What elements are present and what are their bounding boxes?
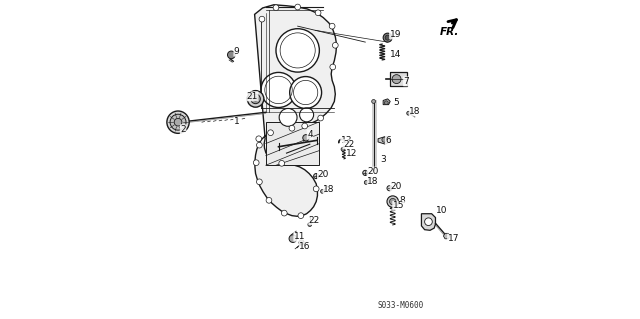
- Text: 18: 18: [323, 185, 335, 194]
- Circle shape: [259, 16, 265, 22]
- Circle shape: [387, 186, 392, 191]
- Circle shape: [261, 72, 296, 108]
- Circle shape: [295, 4, 301, 10]
- Circle shape: [279, 108, 297, 126]
- Text: 22: 22: [343, 140, 354, 149]
- Circle shape: [424, 218, 432, 226]
- Text: 9: 9: [234, 47, 239, 56]
- Circle shape: [279, 160, 285, 166]
- Text: 15: 15: [393, 201, 404, 210]
- Circle shape: [314, 186, 319, 192]
- Circle shape: [341, 147, 345, 151]
- Text: 3: 3: [380, 155, 386, 164]
- Circle shape: [316, 10, 321, 16]
- Text: 4: 4: [307, 130, 313, 139]
- Circle shape: [167, 111, 189, 133]
- Circle shape: [257, 179, 262, 185]
- Circle shape: [290, 77, 321, 108]
- Circle shape: [444, 234, 449, 239]
- Text: S033-M0600: S033-M0600: [378, 301, 424, 310]
- Polygon shape: [444, 233, 450, 239]
- Circle shape: [387, 196, 399, 207]
- Circle shape: [227, 51, 235, 59]
- FancyBboxPatch shape: [390, 72, 407, 86]
- Circle shape: [253, 160, 259, 166]
- Circle shape: [276, 29, 319, 72]
- Circle shape: [289, 235, 297, 242]
- Circle shape: [372, 100, 376, 103]
- Text: 18: 18: [367, 177, 379, 186]
- Circle shape: [268, 130, 273, 136]
- Circle shape: [363, 170, 368, 175]
- Circle shape: [273, 5, 279, 11]
- Text: 10: 10: [435, 206, 447, 215]
- Circle shape: [382, 137, 387, 142]
- Circle shape: [364, 181, 368, 184]
- Circle shape: [251, 94, 260, 104]
- Circle shape: [383, 33, 392, 42]
- Text: 19: 19: [390, 30, 401, 39]
- Polygon shape: [255, 5, 337, 216]
- Text: 13: 13: [340, 137, 352, 145]
- Circle shape: [392, 75, 401, 84]
- Text: 1: 1: [234, 117, 239, 126]
- Text: 5: 5: [394, 98, 399, 107]
- Text: 11: 11: [294, 232, 305, 241]
- Circle shape: [385, 35, 390, 40]
- Circle shape: [332, 42, 338, 48]
- Circle shape: [321, 189, 324, 193]
- Circle shape: [247, 91, 264, 107]
- Text: 18: 18: [410, 107, 421, 116]
- Circle shape: [282, 210, 287, 216]
- Circle shape: [266, 197, 272, 203]
- Circle shape: [308, 223, 312, 226]
- Text: 2: 2: [180, 125, 186, 134]
- Polygon shape: [383, 99, 390, 105]
- Circle shape: [174, 118, 182, 126]
- Text: 20: 20: [317, 170, 329, 179]
- Circle shape: [314, 174, 319, 179]
- Circle shape: [330, 64, 335, 70]
- Text: 6: 6: [385, 136, 391, 145]
- Circle shape: [303, 135, 309, 141]
- Circle shape: [299, 240, 304, 245]
- Text: 14: 14: [390, 50, 401, 59]
- Circle shape: [170, 114, 186, 130]
- Circle shape: [300, 108, 314, 122]
- Polygon shape: [266, 122, 319, 165]
- Text: 17: 17: [447, 234, 459, 243]
- Text: FR.: FR.: [440, 27, 459, 37]
- Circle shape: [289, 125, 295, 131]
- Text: 7: 7: [404, 77, 410, 86]
- Circle shape: [329, 23, 335, 29]
- Circle shape: [298, 213, 304, 219]
- Circle shape: [318, 115, 323, 121]
- Text: 22: 22: [309, 216, 320, 225]
- Text: 16: 16: [300, 242, 311, 251]
- Text: 20: 20: [367, 167, 379, 176]
- Polygon shape: [422, 214, 435, 230]
- Circle shape: [253, 97, 258, 101]
- Polygon shape: [378, 137, 390, 144]
- Text: 20: 20: [390, 182, 401, 191]
- Circle shape: [256, 136, 262, 142]
- Circle shape: [390, 198, 396, 205]
- Circle shape: [302, 123, 308, 129]
- Circle shape: [407, 111, 411, 115]
- Circle shape: [257, 142, 262, 148]
- Circle shape: [385, 101, 388, 105]
- Text: 12: 12: [346, 149, 358, 158]
- Text: 8: 8: [400, 196, 406, 205]
- Text: 21: 21: [246, 92, 258, 101]
